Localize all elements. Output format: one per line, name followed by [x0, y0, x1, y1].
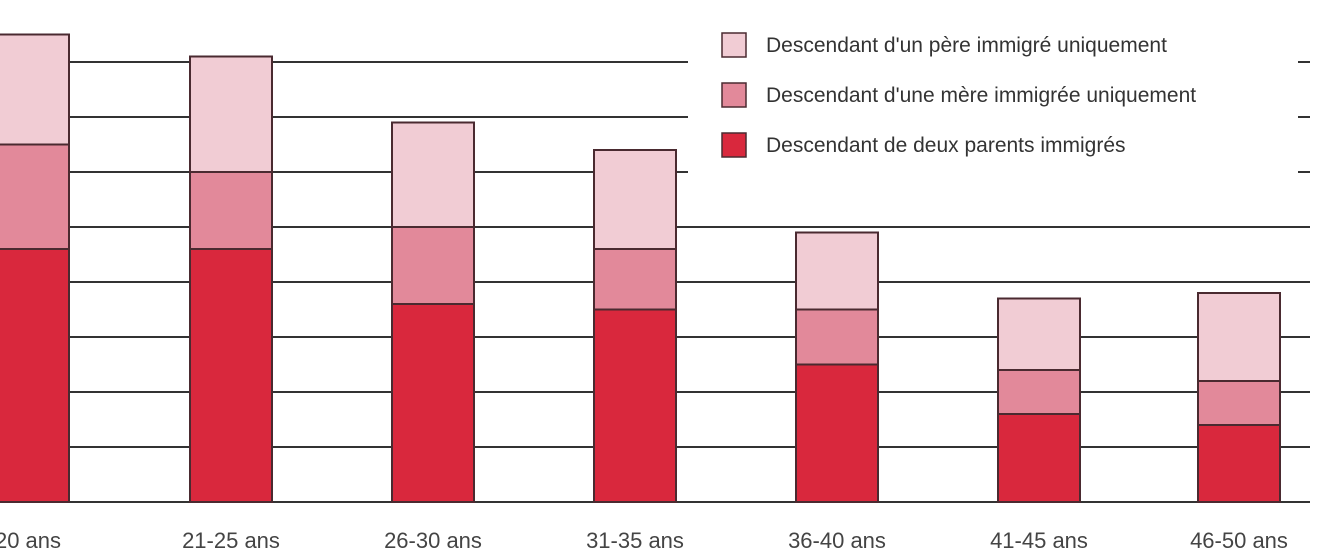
bar-segment-series-1: [1197, 424, 1281, 503]
bar-segment-series-2: [391, 226, 475, 305]
legend-swatch: [721, 132, 747, 158]
bar-segment-series-2: [997, 369, 1081, 415]
bar-segment-series-3: [391, 121, 475, 228]
bar-segment-series-1: [0, 248, 70, 503]
bar-segment-series-3: [997, 297, 1081, 371]
x-tick-label: 31-35 ans: [586, 528, 684, 552]
legend-swatch: [721, 82, 747, 108]
x-tick-label: 26-30 ans: [384, 528, 482, 552]
bar-stack: [997, 297, 1081, 503]
bar-segment-series-3: [795, 231, 879, 311]
legend-swatch: [721, 32, 747, 58]
x-tick-label: 41-45 ans: [990, 528, 1088, 552]
legend-label: Descendant d'un père immigré uniquement: [766, 34, 1167, 57]
bar-segment-series-2: [795, 308, 879, 366]
bar-stack: [189, 55, 273, 503]
x-tick-label: 21-25 ans: [182, 528, 280, 552]
bar-stack: [1197, 292, 1281, 503]
bar-segment-series-1: [189, 248, 273, 503]
x-axis-labels: 20 ans 21-25 ans 26-30 ans 31-35 ans 36-40 a…: [0, 528, 1288, 552]
legend: Descendant d'un père immigré uniquement D…: [688, 24, 1298, 174]
bar-segment-series-3: [0, 33, 70, 146]
bar-segment-series-2: [593, 248, 677, 311]
legend-label: Descendant d'une mère immigrée uniquemen…: [766, 84, 1196, 107]
bar-stack: [593, 149, 677, 503]
bar-segment-series-2: [0, 143, 70, 250]
legend-background: [688, 24, 1298, 174]
bar-stack: [391, 121, 475, 503]
bar-stack: [0, 33, 70, 503]
bar-segment-series-1: [795, 363, 879, 503]
x-tick-label: 36-40 ans: [788, 528, 886, 552]
legend-label: Descendant de deux parents immigrés: [766, 134, 1126, 157]
bar-segment-series-1: [391, 303, 475, 503]
bar-segment-series-1: [997, 413, 1081, 503]
bar-stack: [795, 231, 879, 503]
bar-segment-series-2: [1197, 380, 1281, 426]
bar-segment-series-3: [593, 149, 677, 250]
x-tick-label: 46-50 ans: [1190, 528, 1288, 552]
bar-segment-series-3: [189, 55, 273, 173]
bar-segment-series-3: [1197, 292, 1281, 382]
bars: [0, 33, 1281, 503]
x-tick-label: 20 ans: [0, 528, 61, 552]
bar-segment-series-2: [189, 171, 273, 250]
bar-segment-series-1: [593, 308, 677, 503]
